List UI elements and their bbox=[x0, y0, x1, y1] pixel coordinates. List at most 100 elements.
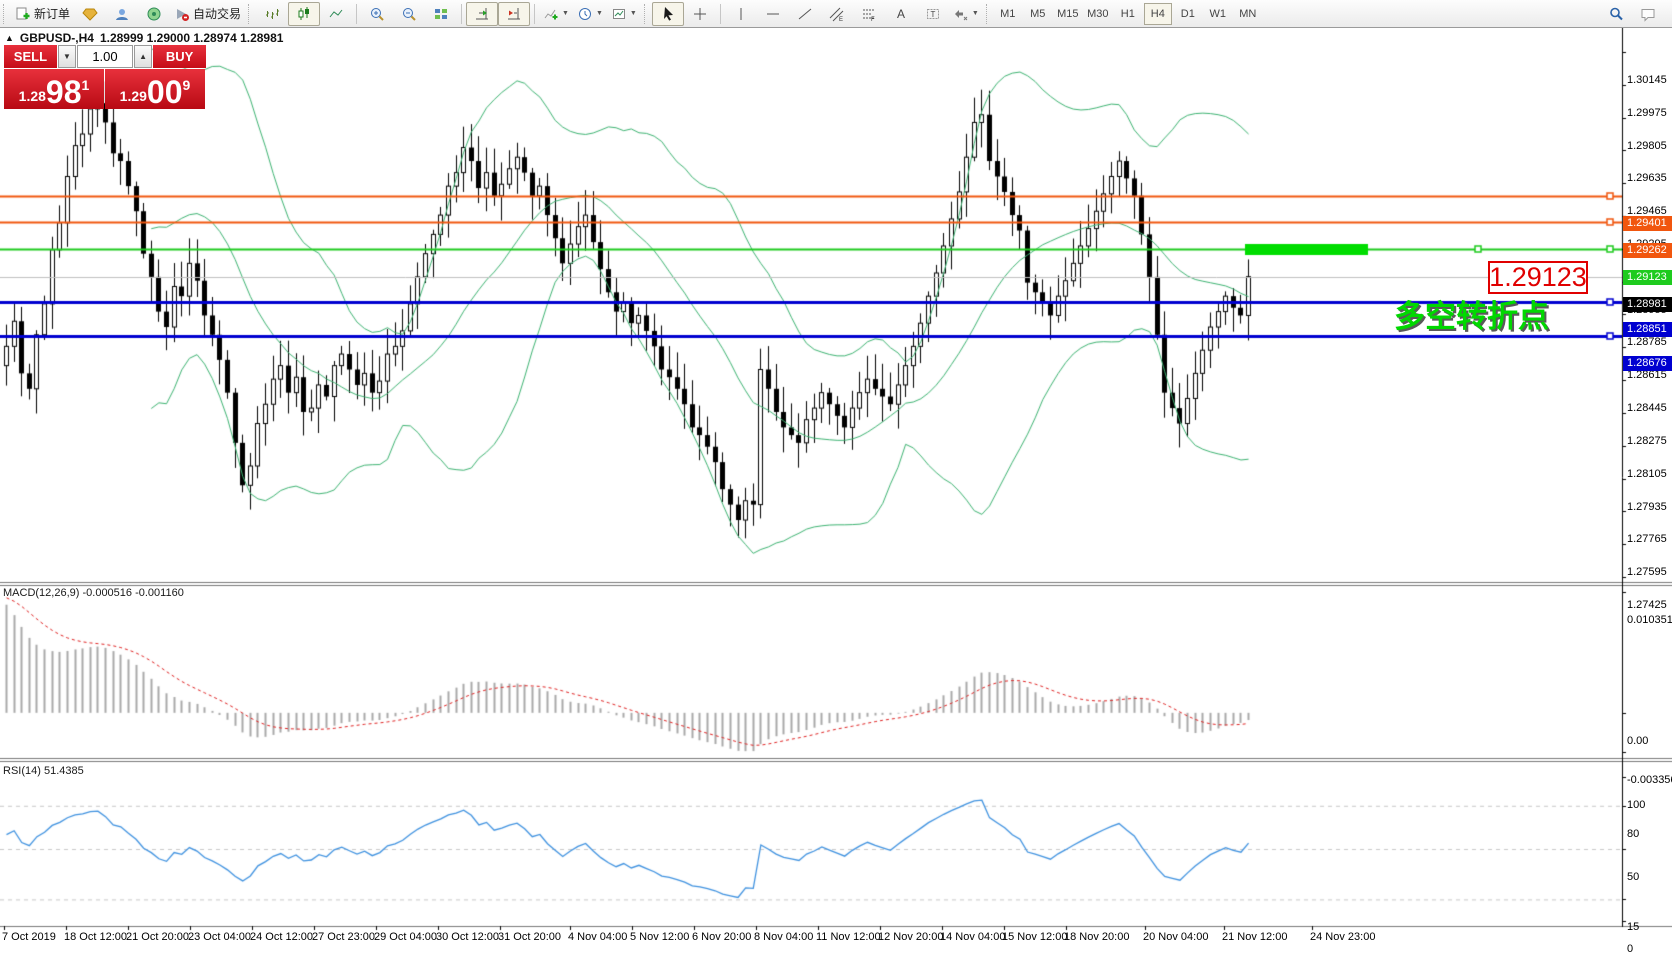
volume-decrease-button[interactable]: ▼ bbox=[57, 45, 77, 68]
fibo-button[interactable]: F bbox=[853, 2, 885, 26]
buy-price-display[interactable]: 1.29 00 9 bbox=[105, 69, 205, 109]
signal-button[interactable] bbox=[138, 2, 170, 26]
axis-tick-label: 0.00 bbox=[1627, 734, 1649, 747]
macd-main-value: -0.000516 bbox=[82, 587, 133, 599]
sell-price-display[interactable]: 1.28 98 1 bbox=[4, 69, 104, 109]
toolbar-grip[interactable] bbox=[3, 3, 8, 24]
hline-button[interactable] bbox=[757, 2, 789, 26]
signal-icon bbox=[146, 6, 162, 22]
time-axis-label: 24 Oct 12:00 bbox=[250, 931, 313, 943]
indicators-button[interactable]: ▼ bbox=[539, 2, 573, 26]
level-price-label: 1.29401 bbox=[1623, 216, 1672, 232]
line-chart-button[interactable] bbox=[320, 2, 352, 26]
templates-button[interactable]: ▼ bbox=[607, 2, 641, 26]
axis-tick-label: 1.29805 bbox=[1627, 139, 1667, 152]
time-axis-label: 4 Nov 04:00 bbox=[568, 931, 628, 943]
axis-tick-label: 0 bbox=[1627, 943, 1634, 955]
timeframe-button-MN[interactable]: MN bbox=[1239, 7, 1257, 20]
profile-button[interactable] bbox=[106, 2, 138, 26]
time-axis-label: 6 Nov 20:00 bbox=[692, 931, 752, 943]
shapes-button[interactable]: ▼ bbox=[949, 2, 983, 26]
sell-button[interactable]: SELL bbox=[4, 45, 57, 68]
buy-price-prefix: 1.29 bbox=[119, 88, 147, 104]
volume-input[interactable]: 1.00 bbox=[77, 45, 133, 68]
dropdown-arrow-icon: ▼ bbox=[629, 10, 637, 17]
tile-windows-button[interactable] bbox=[425, 2, 457, 26]
axis-tick-label: 1.27935 bbox=[1627, 500, 1667, 513]
new-order-icon bbox=[15, 6, 31, 22]
autotrading-button[interactable]: 自动交易 bbox=[170, 2, 245, 26]
timeframe-button-H4[interactable]: H4 bbox=[1143, 2, 1172, 25]
timeframe-button-D1[interactable]: D1 bbox=[1180, 7, 1195, 20]
macd-signal-value: -0.001160 bbox=[135, 587, 184, 599]
dropdown-arrow-icon: ▼ bbox=[595, 10, 603, 17]
level-price-label: 1.29123 bbox=[1623, 269, 1672, 285]
timeframe-button-W1[interactable]: W1 bbox=[1209, 7, 1227, 20]
svg-text:A: A bbox=[897, 7, 905, 21]
market-watch-button[interactable] bbox=[74, 2, 106, 26]
bid-price-label: 1.28981 bbox=[1623, 297, 1672, 313]
candlestick-button[interactable] bbox=[288, 1, 321, 26]
search-button[interactable] bbox=[1600, 2, 1632, 26]
chart-shift-button[interactable] bbox=[498, 1, 531, 26]
time-axis-label: 30 Oct 12:00 bbox=[436, 931, 499, 943]
line-chart-icon bbox=[328, 6, 344, 22]
time-axis-label: 15 Nov 12:00 bbox=[1002, 931, 1068, 943]
toolbar-separator bbox=[719, 3, 721, 24]
quote-panel-collapse-icon[interactable]: ▲ bbox=[5, 33, 14, 43]
chart-shift-icon bbox=[506, 6, 522, 22]
rsi-indicator-label: RSI(14) 51.4385 bbox=[3, 765, 84, 777]
axis-tick-label: 1.27425 bbox=[1627, 598, 1667, 611]
sell-price-big: 98 bbox=[45, 74, 82, 110]
toolbar-grip[interactable] bbox=[985, 3, 991, 24]
timeframe-button-M30[interactable]: M30 bbox=[1087, 7, 1109, 20]
volume-increase-button[interactable]: ▲ bbox=[133, 45, 153, 68]
toolbar-grip[interactable] bbox=[248, 3, 253, 24]
periods-button[interactable]: ▼ bbox=[573, 2, 607, 26]
axis-tick-label: 1.28445 bbox=[1627, 402, 1667, 415]
autoscroll-button[interactable] bbox=[466, 1, 499, 26]
crosshair-button[interactable] bbox=[684, 2, 716, 26]
templates-icon bbox=[611, 6, 627, 22]
bar-chart-icon bbox=[264, 6, 280, 22]
rsi-value: 51.4385 bbox=[43, 765, 84, 777]
autoscroll-icon bbox=[474, 6, 490, 22]
text-button[interactable]: A bbox=[885, 2, 917, 26]
timeframe-button-M1[interactable]: M1 bbox=[1000, 7, 1016, 20]
axis-tick-label: 1.28785 bbox=[1627, 336, 1667, 349]
dropdown-arrow-icon: ▼ bbox=[971, 10, 979, 17]
zoom-out-button[interactable] bbox=[393, 2, 425, 26]
chinese-annotation-text[interactable]: 多空转折点 bbox=[1394, 299, 1549, 334]
textlabel-button[interactable]: T bbox=[917, 2, 949, 26]
fibo-icon: F bbox=[861, 6, 877, 22]
main-toolbar: 新订单 自动交易 ▼ ▼ bbox=[0, 0, 1672, 28]
time-axis-label: 29 Oct 04:00 bbox=[374, 931, 437, 943]
vline-button[interactable] bbox=[725, 2, 757, 26]
cursor-button[interactable] bbox=[651, 1, 684, 26]
level-price-label: 1.28851 bbox=[1623, 322, 1672, 338]
axis-tick-label: 80 bbox=[1627, 827, 1640, 840]
time-axis-label: 27 Oct 23:00 bbox=[312, 931, 375, 943]
channel-button[interactable]: E bbox=[821, 2, 853, 26]
buy-button[interactable]: BUY bbox=[153, 45, 206, 68]
bar-chart-button[interactable] bbox=[256, 2, 288, 26]
price-callout-box[interactable]: 1.29123 bbox=[1488, 261, 1588, 294]
one-click-trading-panel: SELL ▼ 1.00 ▲ BUY 1.28 98 1 1.29 00 9 bbox=[4, 45, 206, 109]
svg-text:F: F bbox=[871, 17, 875, 22]
chat-button[interactable] bbox=[1632, 2, 1664, 26]
axis-tick-label: 1.29635 bbox=[1627, 172, 1667, 185]
zoom-out-icon bbox=[401, 6, 417, 22]
chart-canvas[interactable] bbox=[0, 28, 1672, 949]
chat-icon bbox=[1640, 6, 1656, 22]
new-order-button[interactable]: 新订单 bbox=[11, 2, 74, 26]
timeframe-button-M15[interactable]: M15 bbox=[1057, 7, 1079, 20]
dropdown-arrow-icon: ▼ bbox=[562, 10, 569, 17]
axis-tick-label: 1.30145 bbox=[1627, 74, 1667, 86]
time-axis-label: 20 Nov 04:00 bbox=[1143, 931, 1209, 943]
timeframe-button-M5[interactable]: M5 bbox=[1030, 7, 1046, 20]
timeframe-button-H1[interactable]: H1 bbox=[1120, 7, 1135, 20]
shapes-icon bbox=[953, 6, 969, 22]
trendline-button[interactable] bbox=[789, 2, 821, 26]
toolbar-grip[interactable] bbox=[643, 3, 649, 24]
zoom-in-button[interactable] bbox=[361, 2, 393, 26]
